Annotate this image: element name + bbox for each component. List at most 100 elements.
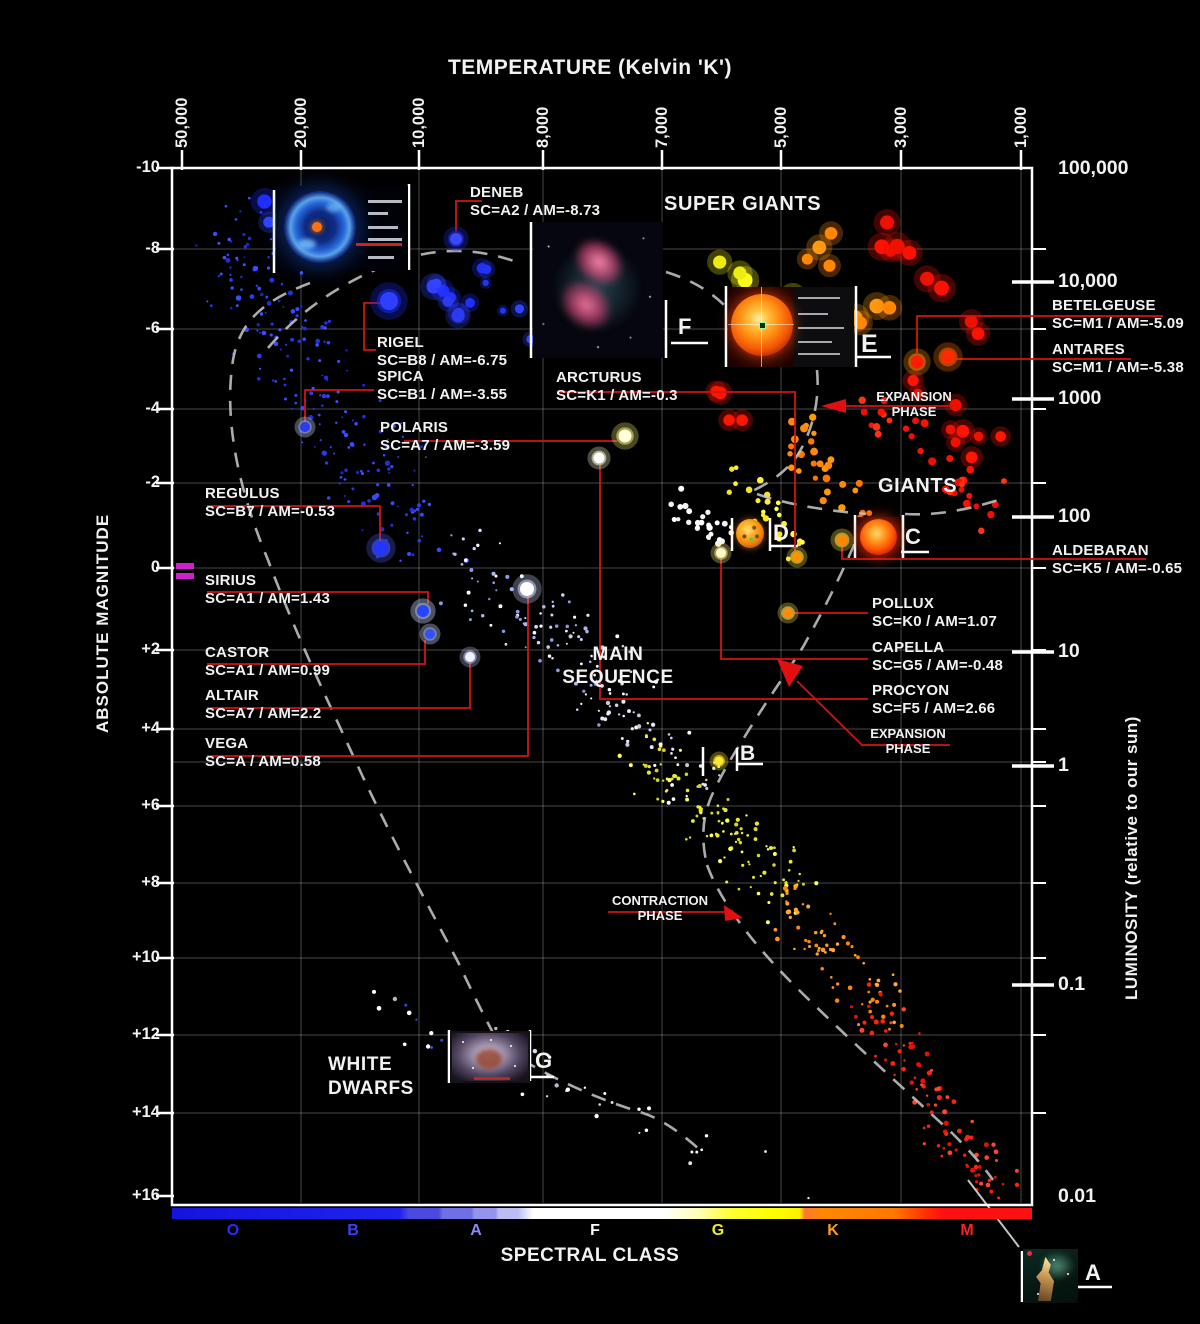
lum-tick-10,000: 10,000 <box>1058 270 1118 292</box>
star-name-capella: CAPELLA <box>872 639 945 656</box>
star-label-rigel: RIGEL SC=B8 / AM=-6.75 <box>377 334 507 369</box>
star-label-deneb: DENEB SC=A2 / AM=-8.73 <box>470 184 600 219</box>
star-label-procyon: PROCYON SC=F5 / AM=2.66 <box>872 682 995 717</box>
star-dot-pollux <box>783 608 793 618</box>
temp-tick-1,000: 1,000 <box>1012 106 1030 148</box>
region-super-giants: SUPER GIANTS <box>664 193 822 215</box>
lum-tick-10: 10 <box>1058 640 1080 662</box>
temp-tick-20,000: 20,000 <box>292 97 310 148</box>
star-info-pollux: SC=K0 / AM=1.07 <box>872 612 997 630</box>
mag-tick-0: 0 <box>150 558 160 576</box>
star-info-deneb: SC=A2 / AM=-8.73 <box>470 201 601 219</box>
inset-label-c: C <box>905 524 921 549</box>
star-dot-regulus <box>374 541 388 555</box>
star-label-altair: ALTAIR SC=A7 / AM=2.2 <box>205 687 321 722</box>
star-dot-betelgeuse <box>910 355 924 369</box>
expansion-phase-1: EXPANSION PHASE <box>876 389 952 419</box>
star-name-arcturus: ARCTURUS <box>556 369 642 386</box>
nova-core-dot <box>312 222 322 232</box>
mag-tick-+12: +12 <box>132 1025 160 1043</box>
spectral-class-colorbar <box>172 1208 1032 1219</box>
star-label-antares: ANTARES SC=M1 / AM=-5.38 <box>1052 341 1184 376</box>
star-info-spica: SC=B1 / AM=-3.55 <box>377 385 508 403</box>
star-info-vega: SC=A / AM=0.58 <box>205 752 321 770</box>
spectral-letter-A: A <box>470 1222 482 1239</box>
star-info-regulus: SC=B7 / AM=-0.53 <box>205 502 336 520</box>
region-giants: GIANTS <box>878 475 958 497</box>
mag-tick-+16: +16 <box>132 1186 160 1204</box>
contraction-phase: CONTRACTION PHASE <box>611 893 709 923</box>
lum-tick-1: 1 <box>1058 754 1069 776</box>
temp-tick-3,000: 3,000 <box>892 106 910 148</box>
spectral-letter-B: B <box>347 1222 359 1239</box>
crab-nebula-inset-image <box>450 1031 530 1083</box>
star-name-spica: SPICA <box>377 368 424 385</box>
star-label-castor: CASTOR SC=A1 / AM=0.99 <box>205 644 330 679</box>
star-label-spica: SPICA SC=B1 / AM=-3.55 <box>377 368 507 403</box>
star-dot-polaris <box>618 429 632 443</box>
mag-tick-+2: +2 <box>141 640 160 658</box>
phase-arrow <box>724 905 743 921</box>
star-dot-vega <box>520 582 534 596</box>
star-info-rigel: SC=B8 / AM=-6.75 <box>377 351 508 369</box>
mag-tick--4: -4 <box>145 399 160 417</box>
star-info-antares: SC=M1 / AM=-5.38 <box>1052 358 1184 376</box>
leader-lines <box>207 200 1163 913</box>
temp-tick-10,000: 10,000 <box>410 97 428 148</box>
star-dot-antares <box>941 350 955 364</box>
star-info-procyon: SC=F5 / AM=2.66 <box>872 699 996 717</box>
star-name-procyon: PROCYON <box>872 682 950 699</box>
star-dot-altair <box>465 652 475 662</box>
star-info-betelgeuse: SC=M1 / AM=-5.09 <box>1052 314 1184 332</box>
evolution-tracks <box>228 249 1003 1181</box>
bottom-axis-title: SPECTRAL CLASS <box>500 1245 680 1266</box>
inset-label-b: B <box>740 742 756 765</box>
spectral-letter-M: M <box>960 1222 974 1239</box>
star-label-regulus: REGULUS SC=B7 / AM=-0.53 <box>205 485 335 520</box>
axis-ticks <box>156 150 1054 1198</box>
plot-border <box>170 166 1034 1207</box>
dumbbell-nebula-inset-image <box>533 222 663 358</box>
lum-tick-0.01: 0.01 <box>1058 1185 1096 1207</box>
star-dot-deneb <box>450 233 462 245</box>
left-axis-title: ABSOLUTE MAGNITUDE <box>93 513 112 733</box>
star-dot-sirius <box>417 605 429 617</box>
star-info-altair: SC=A7 / AM=2.2 <box>205 704 322 722</box>
star-name-aldebaran: ALDEBARAN <box>1052 542 1149 559</box>
spectral-letter-F: F <box>590 1222 600 1239</box>
inset-label-g: G <box>535 1048 553 1073</box>
mag-tick-+6: +6 <box>141 796 160 814</box>
star-dot-procyon <box>593 452 605 464</box>
spectral-letter-K: K <box>827 1222 839 1239</box>
star-info-sirius: SC=A1 / AM=1.43 <box>205 589 330 607</box>
star-info-arcturus: SC=K1 / AM=-0.3 <box>556 386 678 404</box>
supernova-remnant-inset-image <box>276 186 408 271</box>
region-white-dwarfs: WHITE DWARFS <box>328 1054 414 1099</box>
temp-tick-7,000: 7,000 <box>653 106 671 148</box>
star-info-capella: SC=G5 / AM=-0.48 <box>872 656 1004 674</box>
inset-marker-lines <box>272 184 1112 1302</box>
star-name-betelgeuse: BETELGEUSE <box>1052 297 1156 314</box>
star-label-arcturus: ARCTURUS SC=K1 / AM=-0.3 <box>556 369 678 404</box>
temp-tick-50,000: 50,000 <box>173 97 191 148</box>
right-axis-title: LUMINOSITY (relative to our sun) <box>1122 716 1141 1000</box>
star-label-sirius: SIRIUS SC=A1 / AM=1.43 <box>205 572 330 607</box>
star-dot-rigel <box>380 292 398 310</box>
mag-tick--2: -2 <box>145 473 160 491</box>
mag-tick-+10: +10 <box>132 948 160 966</box>
named-star-dots <box>294 226 963 771</box>
star-dot-aldebaran <box>836 534 848 546</box>
spectral-letter-O: O <box>226 1222 240 1239</box>
inset-label-f: F <box>678 314 692 339</box>
magenta-mark <box>176 563 194 569</box>
region-main-sequence: MAIN SEQUENCE <box>562 644 674 688</box>
star-info-aldebaran: SC=K5 / AM=-0.65 <box>1052 559 1183 577</box>
expansion-phase-2: EXPANSION PHASE <box>870 726 946 756</box>
star-name-rigel: RIGEL <box>377 334 424 351</box>
inset-label-e: E <box>861 330 878 358</box>
giant-star-c-inset-image <box>857 517 901 558</box>
star-info-polaris: SC=A7 / AM=-3.59 <box>380 436 511 454</box>
star-dot-capella <box>716 548 726 558</box>
sun-inset-image <box>728 287 854 367</box>
lum-tick-100: 100 <box>1058 505 1091 527</box>
